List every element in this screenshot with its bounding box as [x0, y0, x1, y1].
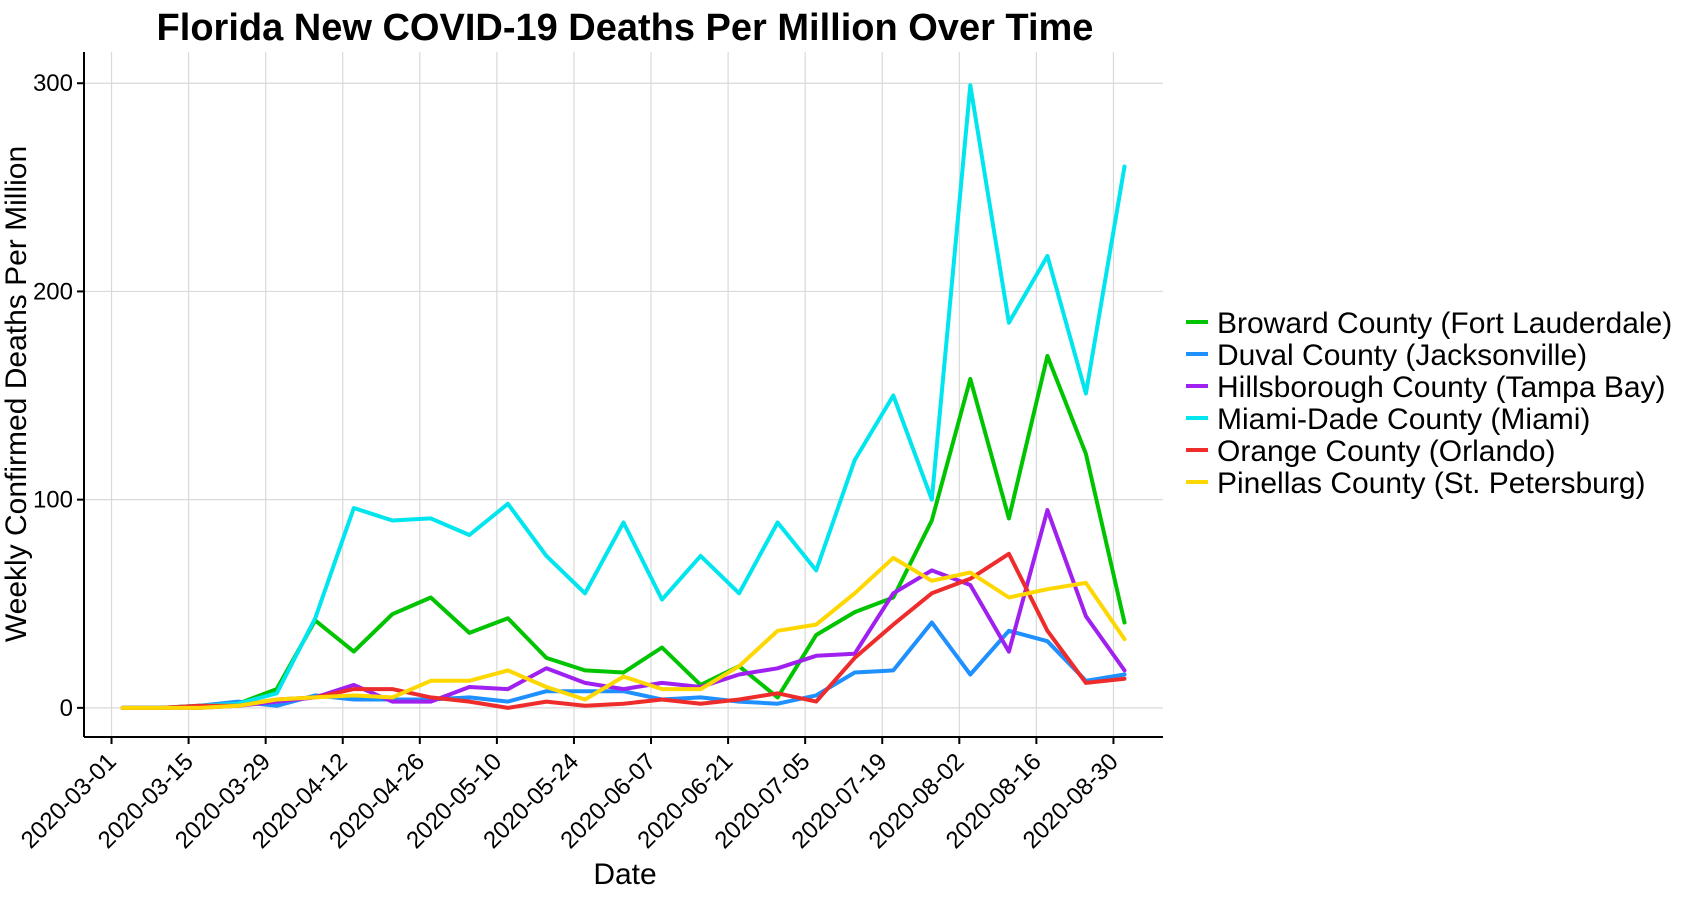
y-axis-title: Weekly Confirmed Deaths Per Million — [0, 146, 33, 642]
y-tick-label: 200 — [33, 278, 73, 305]
series-lines — [120, 83, 1127, 710]
legend-label-duval: Duval County (Jacksonville) — [1217, 339, 1587, 372]
legend: Broward County (Fort Lauderdale)Duval Co… — [1186, 307, 1672, 500]
axes — [83, 52, 1163, 738]
legend-label-miami-dade: Miami-Dade County (Miami) — [1217, 403, 1590, 436]
chart-title: Florida New COVID-19 Deaths Per Million … — [157, 7, 1094, 49]
legend-label-orange: Orange County (Orlando) — [1217, 435, 1556, 468]
y-tick-label: 300 — [33, 70, 73, 97]
series-line-duval — [120, 620, 1127, 710]
legend-label-pinellas: Pinellas County (St. Petersburg) — [1217, 467, 1646, 500]
series-line-miami-dade — [120, 83, 1127, 710]
series-line-broward — [120, 354, 1127, 710]
legend-label-broward: Broward County (Fort Lauderdale) — [1217, 307, 1672, 340]
x-axis-title: Date — [593, 858, 656, 891]
y-tick-label: 100 — [33, 487, 73, 514]
series-line-pinellas — [120, 555, 1127, 710]
y-tick-label: 0 — [60, 695, 73, 722]
legend-label-hillsborough: Hillsborough County (Tampa Bay) — [1217, 371, 1666, 404]
